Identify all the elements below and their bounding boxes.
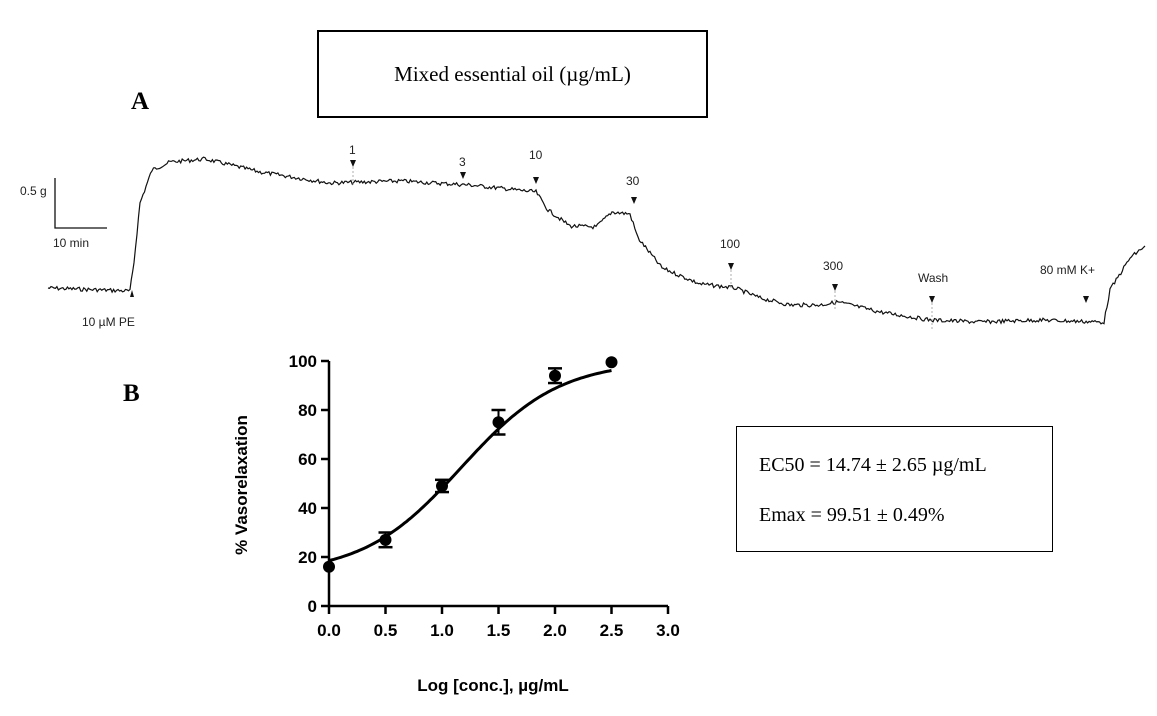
x-tick-label: 1.0: [430, 621, 454, 640]
marker-kcl: 80 mM K+: [1040, 263, 1095, 303]
x-tick-label: 2.0: [543, 621, 567, 640]
data-point: [323, 560, 335, 573]
tension-trace-line: [47, 156, 1146, 325]
data-point: [605, 356, 618, 369]
data-marker: [549, 369, 561, 382]
marker-100-label: 100: [720, 237, 740, 251]
marker-wash: Wash: [918, 271, 948, 330]
marker-300: 300: [823, 259, 843, 310]
marker-1-label: 1: [349, 143, 356, 157]
marker-pe: 10 µM PE: [82, 290, 135, 329]
title-box: Mixed essential oil (µg/mL): [317, 30, 708, 118]
marker-10-label: 10: [529, 148, 543, 162]
data-marker: [492, 416, 505, 429]
x-tick-label: 2.5: [600, 621, 624, 640]
panel-a-label: A: [131, 88, 150, 115]
dose-response-chart: 0 20 40 60 80 100 0.0 0.5 1.0 1.5 2.0 2.5 3.0 % Vas…: [232, 352, 680, 695]
tension-trace-panel: 0.5 g 10 min 10 µM PE 1 3 10 30 100: [20, 143, 1146, 330]
scale-x-label: 10 min: [53, 236, 89, 250]
data-points: [323, 356, 618, 573]
y-axis: 0 20 40 60 80 100: [289, 352, 331, 616]
marker-wash-label: Wash: [918, 271, 948, 285]
data-marker: [436, 479, 448, 492]
marker-300-label: 300: [823, 259, 843, 273]
data-marker: [379, 533, 392, 546]
y-tick-label: 0: [308, 597, 317, 616]
data-point: [378, 531, 393, 549]
emax-text: Emax = 99.51 ± 0.49%: [759, 504, 945, 526]
x-tick-label: 3.0: [656, 621, 680, 640]
marker-100: 100: [720, 237, 740, 290]
y-axis-label: % Vasorelaxation: [232, 415, 251, 555]
y-tick-label: 20: [298, 548, 317, 567]
marker-30: 30: [626, 174, 640, 204]
marker-pe-label: 10 µM PE: [82, 315, 135, 329]
title-text: Mixed essential oil (µg/mL): [394, 61, 631, 86]
marker-1: 1: [349, 143, 356, 185]
y-tick-label: 40: [298, 499, 317, 518]
x-tick-label: 0.5: [374, 621, 398, 640]
scale-y-label: 0.5 g: [20, 184, 47, 198]
data-marker: [323, 560, 335, 573]
fit-curve: [328, 369, 612, 563]
data-point: [435, 478, 449, 494]
marker-3: 3: [459, 155, 466, 179]
scale-bar: [54, 178, 107, 229]
marker-10: 10: [529, 148, 543, 184]
panel-b-label: B: [123, 380, 140, 407]
marker-3-label: 3: [459, 155, 466, 169]
marker-30-label: 30: [626, 174, 640, 188]
y-tick-label: 80: [298, 401, 317, 420]
x-tick-label: 1.5: [487, 621, 511, 640]
data-point: [548, 367, 562, 385]
results-box: EC50 = 14.74 ± 2.65 µg/mL Emax = 99.51 ±…: [736, 426, 1053, 552]
y-tick-label: 100: [289, 352, 317, 371]
y-tick-label: 60: [298, 450, 317, 469]
x-axis-label: Log [conc.], µg/mL: [417, 676, 568, 695]
x-axis: 0.0 0.5 1.0 1.5 2.0 2.5 3.0: [317, 604, 680, 640]
data-marker: [605, 356, 618, 369]
marker-kcl-label: 80 mM K+: [1040, 263, 1095, 277]
ec50-text: EC50 = 14.74 ± 2.65 µg/mL: [759, 454, 987, 476]
x-tick-label: 0.0: [317, 621, 341, 640]
data-point: [491, 408, 506, 436]
